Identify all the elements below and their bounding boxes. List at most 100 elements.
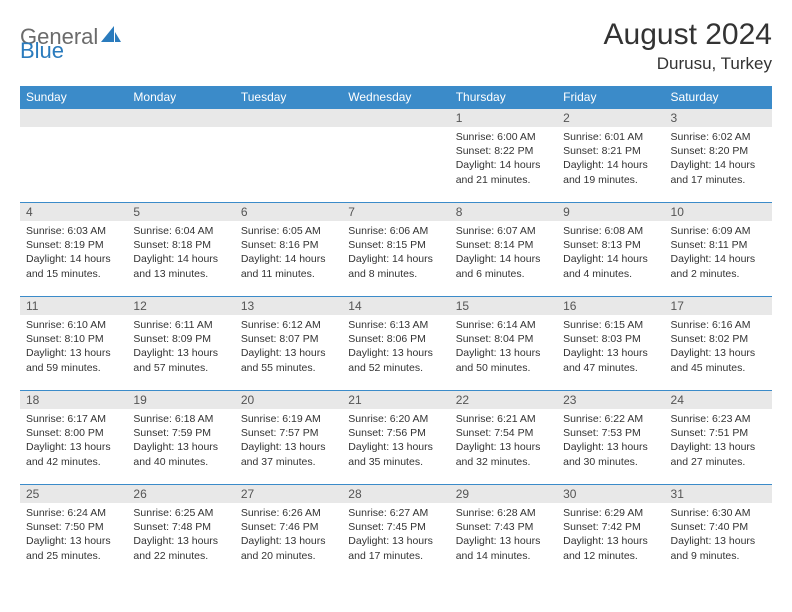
calendar-day-cell: 2Sunrise: 6:01 AMSunset: 8:21 PMDaylight…	[557, 109, 664, 203]
day-number: 11	[20, 297, 127, 315]
daylight-text: Daylight: 13 hours and 37 minutes.	[241, 440, 336, 468]
calendar-day-cell: 28Sunrise: 6:27 AMSunset: 7:45 PMDayligh…	[342, 485, 449, 579]
daylight-text: Daylight: 14 hours and 19 minutes.	[563, 158, 658, 186]
calendar-table: SundayMondayTuesdayWednesdayThursdayFrid…	[20, 86, 772, 579]
sunrise-text: Sunrise: 6:28 AM	[456, 506, 551, 520]
sunset-text: Sunset: 8:22 PM	[456, 144, 551, 158]
daylight-text: Daylight: 13 hours and 25 minutes.	[26, 534, 121, 562]
day-number: 21	[342, 391, 449, 409]
daylight-text: Daylight: 13 hours and 40 minutes.	[133, 440, 228, 468]
sunrise-text: Sunrise: 6:20 AM	[348, 412, 443, 426]
daylight-text: Daylight: 13 hours and 52 minutes.	[348, 346, 443, 374]
day-number: 12	[127, 297, 234, 315]
day-details: Sunrise: 6:01 AMSunset: 8:21 PMDaylight:…	[557, 127, 664, 191]
calendar-day-cell: 9Sunrise: 6:08 AMSunset: 8:13 PMDaylight…	[557, 203, 664, 297]
day-number: 20	[235, 391, 342, 409]
sunrise-text: Sunrise: 6:17 AM	[26, 412, 121, 426]
day-details: Sunrise: 6:23 AMSunset: 7:51 PMDaylight:…	[665, 409, 772, 473]
day-details: Sunrise: 6:17 AMSunset: 8:00 PMDaylight:…	[20, 409, 127, 473]
sunset-text: Sunset: 7:53 PM	[563, 426, 658, 440]
daylight-text: Daylight: 13 hours and 30 minutes.	[563, 440, 658, 468]
day-details: Sunrise: 6:18 AMSunset: 7:59 PMDaylight:…	[127, 409, 234, 473]
day-details: Sunrise: 6:03 AMSunset: 8:19 PMDaylight:…	[20, 221, 127, 285]
daylight-text: Daylight: 13 hours and 42 minutes.	[26, 440, 121, 468]
sunrise-text: Sunrise: 6:29 AM	[563, 506, 658, 520]
weekday-header: Thursday	[450, 86, 557, 109]
day-number	[20, 109, 127, 127]
sunset-text: Sunset: 8:06 PM	[348, 332, 443, 346]
day-number: 24	[665, 391, 772, 409]
calendar-day-cell: 25Sunrise: 6:24 AMSunset: 7:50 PMDayligh…	[20, 485, 127, 579]
sunset-text: Sunset: 8:00 PM	[26, 426, 121, 440]
calendar-day-cell: 29Sunrise: 6:28 AMSunset: 7:43 PMDayligh…	[450, 485, 557, 579]
day-details: Sunrise: 6:00 AMSunset: 8:22 PMDaylight:…	[450, 127, 557, 191]
calendar-day-cell: 16Sunrise: 6:15 AMSunset: 8:03 PMDayligh…	[557, 297, 664, 391]
day-number: 31	[665, 485, 772, 503]
sunset-text: Sunset: 7:50 PM	[26, 520, 121, 534]
sunset-text: Sunset: 7:48 PM	[133, 520, 228, 534]
brand-text-blue: Blue	[20, 38, 64, 63]
sunset-text: Sunset: 7:45 PM	[348, 520, 443, 534]
sunrise-text: Sunrise: 6:30 AM	[671, 506, 766, 520]
calendar-day-cell: 19Sunrise: 6:18 AMSunset: 7:59 PMDayligh…	[127, 391, 234, 485]
weekday-header: Tuesday	[235, 86, 342, 109]
brand-sail-icon	[101, 26, 121, 49]
daylight-text: Daylight: 13 hours and 17 minutes.	[348, 534, 443, 562]
daylight-text: Daylight: 14 hours and 6 minutes.	[456, 252, 551, 280]
sunrise-text: Sunrise: 6:11 AM	[133, 318, 228, 332]
daylight-text: Daylight: 13 hours and 47 minutes.	[563, 346, 658, 374]
weekday-header: Saturday	[665, 86, 772, 109]
calendar-day-cell: 22Sunrise: 6:21 AMSunset: 7:54 PMDayligh…	[450, 391, 557, 485]
day-details: Sunrise: 6:21 AMSunset: 7:54 PMDaylight:…	[450, 409, 557, 473]
day-details: Sunrise: 6:09 AMSunset: 8:11 PMDaylight:…	[665, 221, 772, 285]
calendar-day-cell	[235, 109, 342, 203]
calendar-day-cell	[342, 109, 449, 203]
day-number: 9	[557, 203, 664, 221]
sunset-text: Sunset: 8:18 PM	[133, 238, 228, 252]
sunrise-text: Sunrise: 6:27 AM	[348, 506, 443, 520]
calendar-day-cell: 14Sunrise: 6:13 AMSunset: 8:06 PMDayligh…	[342, 297, 449, 391]
day-details: Sunrise: 6:10 AMSunset: 8:10 PMDaylight:…	[20, 315, 127, 379]
sunset-text: Sunset: 7:57 PM	[241, 426, 336, 440]
sunrise-text: Sunrise: 6:01 AM	[563, 130, 658, 144]
day-number: 17	[665, 297, 772, 315]
day-details: Sunrise: 6:11 AMSunset: 8:09 PMDaylight:…	[127, 315, 234, 379]
daylight-text: Daylight: 13 hours and 22 minutes.	[133, 534, 228, 562]
sunrise-text: Sunrise: 6:02 AM	[671, 130, 766, 144]
sunset-text: Sunset: 8:15 PM	[348, 238, 443, 252]
sunrise-text: Sunrise: 6:16 AM	[671, 318, 766, 332]
day-number: 10	[665, 203, 772, 221]
sunrise-text: Sunrise: 6:22 AM	[563, 412, 658, 426]
calendar-day-cell	[20, 109, 127, 203]
day-details: Sunrise: 6:24 AMSunset: 7:50 PMDaylight:…	[20, 503, 127, 567]
daylight-text: Daylight: 14 hours and 21 minutes.	[456, 158, 551, 186]
calendar-day-cell: 18Sunrise: 6:17 AMSunset: 8:00 PMDayligh…	[20, 391, 127, 485]
calendar-day-cell: 7Sunrise: 6:06 AMSunset: 8:15 PMDaylight…	[342, 203, 449, 297]
day-details: Sunrise: 6:12 AMSunset: 8:07 PMDaylight:…	[235, 315, 342, 379]
day-number: 16	[557, 297, 664, 315]
day-details: Sunrise: 6:14 AMSunset: 8:04 PMDaylight:…	[450, 315, 557, 379]
day-details: Sunrise: 6:06 AMSunset: 8:15 PMDaylight:…	[342, 221, 449, 285]
day-details: Sunrise: 6:30 AMSunset: 7:40 PMDaylight:…	[665, 503, 772, 567]
brand-text-blue-wrap: Blue	[20, 38, 64, 64]
calendar-day-cell: 3Sunrise: 6:02 AMSunset: 8:20 PMDaylight…	[665, 109, 772, 203]
daylight-text: Daylight: 13 hours and 27 minutes.	[671, 440, 766, 468]
daylight-text: Daylight: 13 hours and 55 minutes.	[241, 346, 336, 374]
sunrise-text: Sunrise: 6:00 AM	[456, 130, 551, 144]
calendar-day-cell: 5Sunrise: 6:04 AMSunset: 8:18 PMDaylight…	[127, 203, 234, 297]
day-number: 25	[20, 485, 127, 503]
calendar-day-cell: 1Sunrise: 6:00 AMSunset: 8:22 PMDaylight…	[450, 109, 557, 203]
daylight-text: Daylight: 14 hours and 4 minutes.	[563, 252, 658, 280]
weekday-header: Wednesday	[342, 86, 449, 109]
day-number: 3	[665, 109, 772, 127]
sunset-text: Sunset: 7:42 PM	[563, 520, 658, 534]
day-details: Sunrise: 6:16 AMSunset: 8:02 PMDaylight:…	[665, 315, 772, 379]
day-number: 22	[450, 391, 557, 409]
daylight-text: Daylight: 13 hours and 35 minutes.	[348, 440, 443, 468]
sunset-text: Sunset: 7:59 PM	[133, 426, 228, 440]
day-number: 15	[450, 297, 557, 315]
calendar-day-cell: 30Sunrise: 6:29 AMSunset: 7:42 PMDayligh…	[557, 485, 664, 579]
sunset-text: Sunset: 8:02 PM	[671, 332, 766, 346]
sunrise-text: Sunrise: 6:25 AM	[133, 506, 228, 520]
calendar-day-cell: 11Sunrise: 6:10 AMSunset: 8:10 PMDayligh…	[20, 297, 127, 391]
